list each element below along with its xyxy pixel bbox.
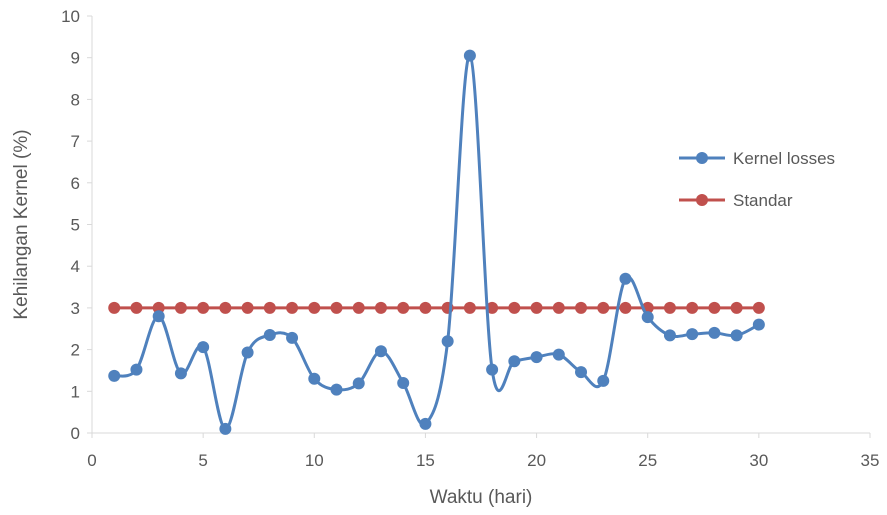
data-point-standar: [663, 301, 676, 314]
data-point-standar: [130, 301, 143, 314]
data-point-standar: [530, 301, 543, 314]
data-point-kernel-losses: [619, 272, 632, 285]
data-point-standar: [197, 301, 210, 314]
data-point-standar: [397, 301, 410, 314]
data-point-kernel-losses: [441, 335, 454, 348]
legend-label: Standar: [733, 191, 793, 210]
data-point-kernel-losses: [508, 355, 521, 368]
data-point-kernel-losses: [130, 363, 143, 376]
data-point-standar: [286, 301, 299, 314]
y-tick-label: 0: [71, 424, 80, 443]
x-tick-label: 5: [198, 451, 207, 470]
data-point-kernel-losses: [575, 366, 588, 379]
legend-swatch-marker: [696, 194, 708, 206]
y-tick-labels: 0 1 2 3 4 5 6 7 8 9 10: [61, 7, 92, 443]
y-tick-label: 2: [71, 341, 80, 360]
data-point-kernel-losses: [530, 351, 543, 364]
data-point-standar: [486, 301, 499, 314]
x-tick-label: 20: [527, 451, 546, 470]
data-point-standar: [463, 301, 476, 314]
y-tick-label: 8: [71, 90, 80, 109]
plot-series: [108, 49, 765, 435]
data-point-kernel-losses: [397, 376, 410, 389]
data-point-standar: [619, 301, 632, 314]
y-tick-label: 9: [71, 49, 80, 68]
data-point-kernel-losses: [463, 49, 476, 62]
data-point-kernel-losses: [263, 329, 276, 342]
data-point-standar: [575, 301, 588, 314]
data-point-standar: [552, 301, 565, 314]
series-kernel-losses: [108, 49, 765, 435]
data-point-kernel-losses: [752, 318, 765, 331]
data-point-kernel-losses: [241, 346, 254, 359]
data-point-standar: [352, 301, 365, 314]
legend-item-standar: Standar: [679, 191, 793, 210]
y-tick-label: 10: [61, 7, 80, 26]
data-point-kernel-losses: [708, 326, 721, 339]
legend-label: Kernel losses: [733, 149, 835, 168]
data-point-standar: [330, 301, 343, 314]
data-point-standar: [752, 301, 765, 314]
data-point-kernel-losses: [108, 369, 121, 382]
series-line-kernel-losses: [113, 54, 760, 431]
data-point-kernel-losses: [686, 328, 699, 341]
axes: 0 1 2 3 4 5 6 7 8 9 10 0 5 10 15 20 25 30 35: [61, 7, 879, 470]
x-tick-labels: 0 5 10 15 20 25 30 35: [87, 433, 879, 470]
x-tick-label: 15: [416, 451, 435, 470]
y-tick-label: 3: [71, 299, 80, 318]
y-tick-label: 1: [71, 382, 80, 401]
x-tick-label: 30: [749, 451, 768, 470]
data-point-kernel-losses: [730, 329, 743, 342]
data-point-standar: [152, 301, 165, 314]
data-point-kernel-losses: [419, 417, 432, 430]
x-tick-label: 10: [305, 451, 324, 470]
data-point-kernel-losses: [330, 383, 343, 396]
data-point-standar: [241, 301, 254, 314]
y-tick-label: 4: [71, 257, 80, 276]
data-point-kernel-losses: [219, 422, 232, 435]
data-point-standar: [597, 301, 610, 314]
legend: Kernel losses Standar: [679, 149, 835, 210]
data-point-kernel-losses: [174, 367, 187, 380]
data-point-standar: [108, 301, 121, 314]
data-point-kernel-losses: [308, 372, 321, 385]
x-tick-label: 25: [638, 451, 657, 470]
x-tick-label: 0: [87, 451, 96, 470]
data-point-standar: [686, 301, 699, 314]
x-tick-label: 35: [861, 451, 880, 470]
y-tick-label: 6: [71, 174, 80, 193]
data-point-kernel-losses: [286, 331, 299, 344]
series-standar: [108, 301, 765, 314]
data-point-standar: [374, 301, 387, 314]
y-tick-label: 5: [71, 216, 80, 235]
data-point-standar: [174, 301, 187, 314]
legend-swatch-marker: [696, 152, 708, 164]
data-point-kernel-losses: [552, 348, 565, 361]
data-point-standar: [730, 301, 743, 314]
data-point-standar: [308, 301, 321, 314]
data-point-standar: [508, 301, 521, 314]
data-point-kernel-losses: [352, 377, 365, 390]
legend-item-kernel-losses: Kernel losses: [679, 149, 835, 168]
data-point-kernel-losses: [641, 311, 654, 324]
data-point-standar: [708, 301, 721, 314]
data-point-kernel-losses: [663, 329, 676, 342]
x-axis-title: Waktu (hari): [430, 487, 533, 508]
data-point-kernel-losses: [152, 310, 165, 323]
data-point-standar: [419, 301, 432, 314]
data-point-standar: [263, 301, 276, 314]
data-point-kernel-losses: [597, 374, 610, 387]
y-axis-title: Kehilangan Kernel (%): [11, 129, 32, 319]
data-point-kernel-losses: [486, 363, 499, 376]
y-tick-label: 7: [71, 132, 80, 151]
data-point-kernel-losses: [374, 345, 387, 358]
data-point-standar: [219, 301, 232, 314]
data-point-kernel-losses: [197, 341, 210, 354]
